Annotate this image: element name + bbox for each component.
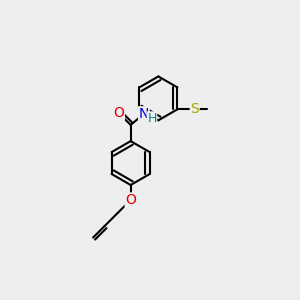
Text: N: N bbox=[139, 107, 149, 121]
Text: O: O bbox=[113, 106, 124, 120]
Text: H: H bbox=[147, 112, 157, 125]
Text: S: S bbox=[190, 102, 199, 116]
Text: O: O bbox=[125, 193, 136, 207]
